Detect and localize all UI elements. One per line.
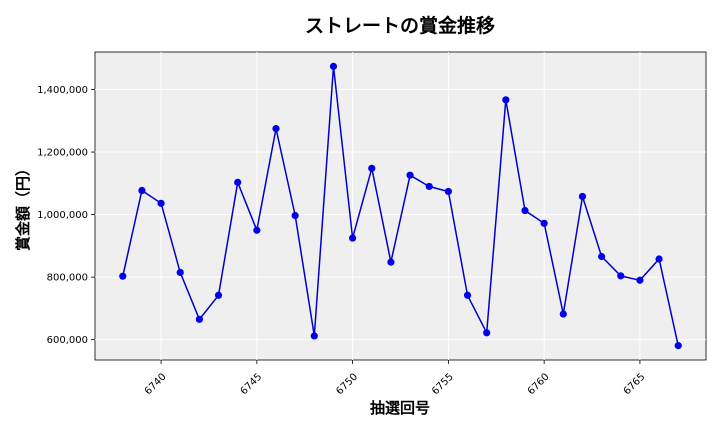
chart-title: ストレートの賞金推移 <box>305 14 495 37</box>
y-tick-label: 800,000 <box>47 273 88 284</box>
data-point <box>368 164 376 172</box>
data-point <box>540 219 548 227</box>
y-tick-label: 1,400,000 <box>37 85 88 96</box>
x-tick-label: 6745 <box>239 371 265 397</box>
x-tick-label: 6750 <box>334 371 360 397</box>
data-point <box>483 329 491 337</box>
x-tick-label: 6755 <box>430 371 456 397</box>
data-point <box>463 291 472 299</box>
data-point <box>559 310 567 318</box>
data-point <box>521 206 529 215</box>
y-tick-label: 1,200,000 <box>37 148 88 159</box>
data-point <box>674 342 682 350</box>
data-point <box>272 125 280 133</box>
data-point <box>138 186 146 195</box>
data-point <box>119 272 127 280</box>
data-point <box>636 276 644 284</box>
data-point <box>310 332 318 340</box>
data-point <box>444 187 452 196</box>
data-point <box>195 315 203 323</box>
data-point <box>253 226 261 234</box>
y-tick-label: 1,000,000 <box>37 210 88 221</box>
data-point <box>329 62 338 70</box>
data-point <box>617 272 625 280</box>
x-axis-label: 抽選回号 <box>370 399 430 417</box>
data-point <box>214 291 223 299</box>
data-point <box>502 96 510 104</box>
data-point <box>655 255 663 263</box>
data-point <box>349 234 357 242</box>
x-tick-label: 6765 <box>622 371 648 397</box>
data-point <box>157 199 165 207</box>
data-point <box>406 171 414 179</box>
data-point <box>176 268 184 277</box>
data-point <box>425 182 433 191</box>
data-points <box>119 62 682 350</box>
data-point <box>598 252 606 261</box>
data-point <box>234 178 242 186</box>
data-point <box>291 211 299 220</box>
y-tick-label: 600,000 <box>47 335 88 346</box>
data-point <box>578 192 587 201</box>
plot-area <box>94 51 707 361</box>
x-tick-label: 6760 <box>526 371 552 397</box>
series-line <box>122 66 679 346</box>
data-point <box>387 258 395 266</box>
x-tick-label: 6740 <box>143 371 169 397</box>
gridlines <box>95 52 706 360</box>
y-axis-label: 賞金額（円） <box>14 161 32 251</box>
